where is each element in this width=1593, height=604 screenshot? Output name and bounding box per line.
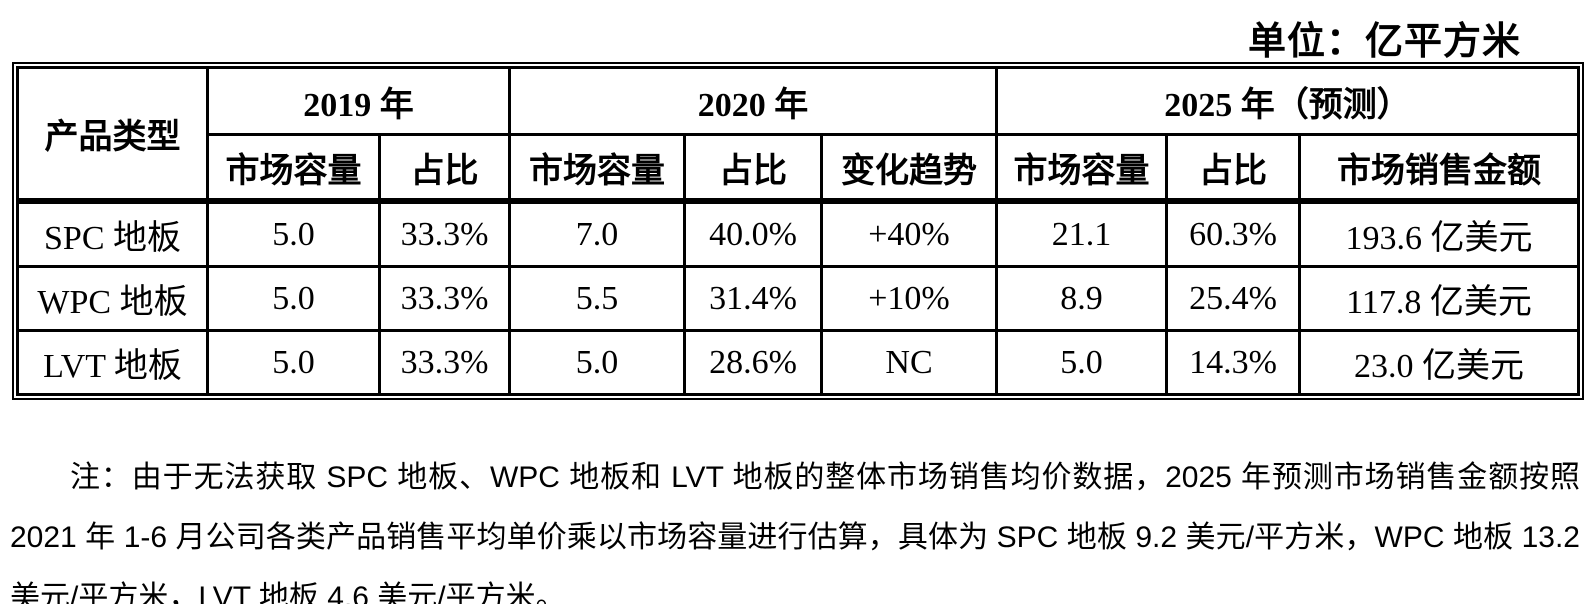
table-cell: 23.0 亿美元: [1298, 329, 1581, 396]
table-cell: 40.0%: [683, 199, 823, 268]
table-cell: 14.3%: [1165, 329, 1302, 396]
table-row-lvt: LVT 地板 5.0 33.3% 5.0 28.6% NC 5.0 14.3% …: [16, 329, 1581, 396]
product-cell: LVT 地板: [16, 329, 209, 396]
col-header-2019-capacity: 市场容量: [206, 133, 381, 204]
col-header-2025-share: 占比: [1165, 133, 1302, 204]
col-header-2020-trend: 变化趋势: [819, 133, 999, 204]
corner-header-cell: 产品类型: [16, 66, 209, 204]
col-header-2020-capacity: 市场容量: [508, 133, 686, 204]
market-capacity-table-frame: 产品类型 2019 年 2020 年 2025 年（预测） 市场容量 占比 市场…: [12, 62, 1585, 400]
table-cell: NC: [819, 329, 999, 396]
table-cell: 7.0: [508, 199, 686, 268]
col-header-2020-share: 占比: [683, 133, 823, 204]
table-cell: 5.0: [206, 199, 381, 268]
table-cell: 5.0: [206, 265, 381, 332]
product-cell: SPC 地板: [16, 199, 209, 268]
table-cell: 5.5: [508, 265, 686, 332]
table-cell: 33.3%: [378, 265, 511, 332]
table-cell: 5.0: [206, 329, 381, 396]
table-cell: 117.8 亿美元: [1298, 265, 1581, 332]
table-cell: 31.4%: [683, 265, 823, 332]
table-cell: 60.3%: [1165, 199, 1302, 268]
table-cell: +40%: [819, 199, 999, 268]
year-group-2019: 2019 年: [206, 66, 511, 136]
table-cell: 21.1: [995, 199, 1169, 268]
col-header-2025-sales: 市场销售金额: [1298, 133, 1581, 204]
table-cell: 5.0: [508, 329, 686, 396]
table-cell: 33.3%: [378, 329, 511, 396]
table-subheader-row: 市场容量 占比 市场容量 占比 变化趋势 市场容量 占比 市场销售金额: [18, 133, 1581, 204]
table-cell: +10%: [819, 265, 999, 332]
unit-label: 单位：亿平方米: [1247, 21, 1521, 63]
table-cell: 5.0: [995, 329, 1169, 396]
table-cell: 28.6%: [683, 329, 823, 396]
table-row-spc: SPC 地板 5.0 33.3% 7.0 40.0% +40% 21.1 60.…: [16, 199, 1581, 268]
table-cell: 193.6 亿美元: [1298, 199, 1581, 268]
table-cell: 8.9: [995, 265, 1169, 332]
product-cell: WPC 地板: [16, 265, 209, 332]
table-cell: 25.4%: [1165, 265, 1302, 332]
table-header-group-row: 产品类型 2019 年 2020 年 2025 年（预测）: [16, 66, 1581, 204]
col-header-2025-capacity: 市场容量: [995, 133, 1169, 204]
year-group-2025: 2025 年（预测）: [995, 66, 1581, 136]
market-capacity-table: 产品类型 2019 年 2020 年 2025 年（预测） 市场容量 占比 市场…: [16, 66, 1581, 396]
table-cell: 33.3%: [378, 199, 511, 268]
col-header-2019-share: 占比: [378, 133, 511, 204]
footnote: 注：由于无法获取 SPC 地板、WPC 地板和 LVT 地板的整体市场销售均价数…: [10, 461, 1580, 604]
table-row-wpc: WPC 地板 5.0 33.3% 5.5 31.4% +10% 8.9 25.4…: [16, 265, 1581, 332]
year-group-2020: 2020 年: [507, 66, 999, 136]
